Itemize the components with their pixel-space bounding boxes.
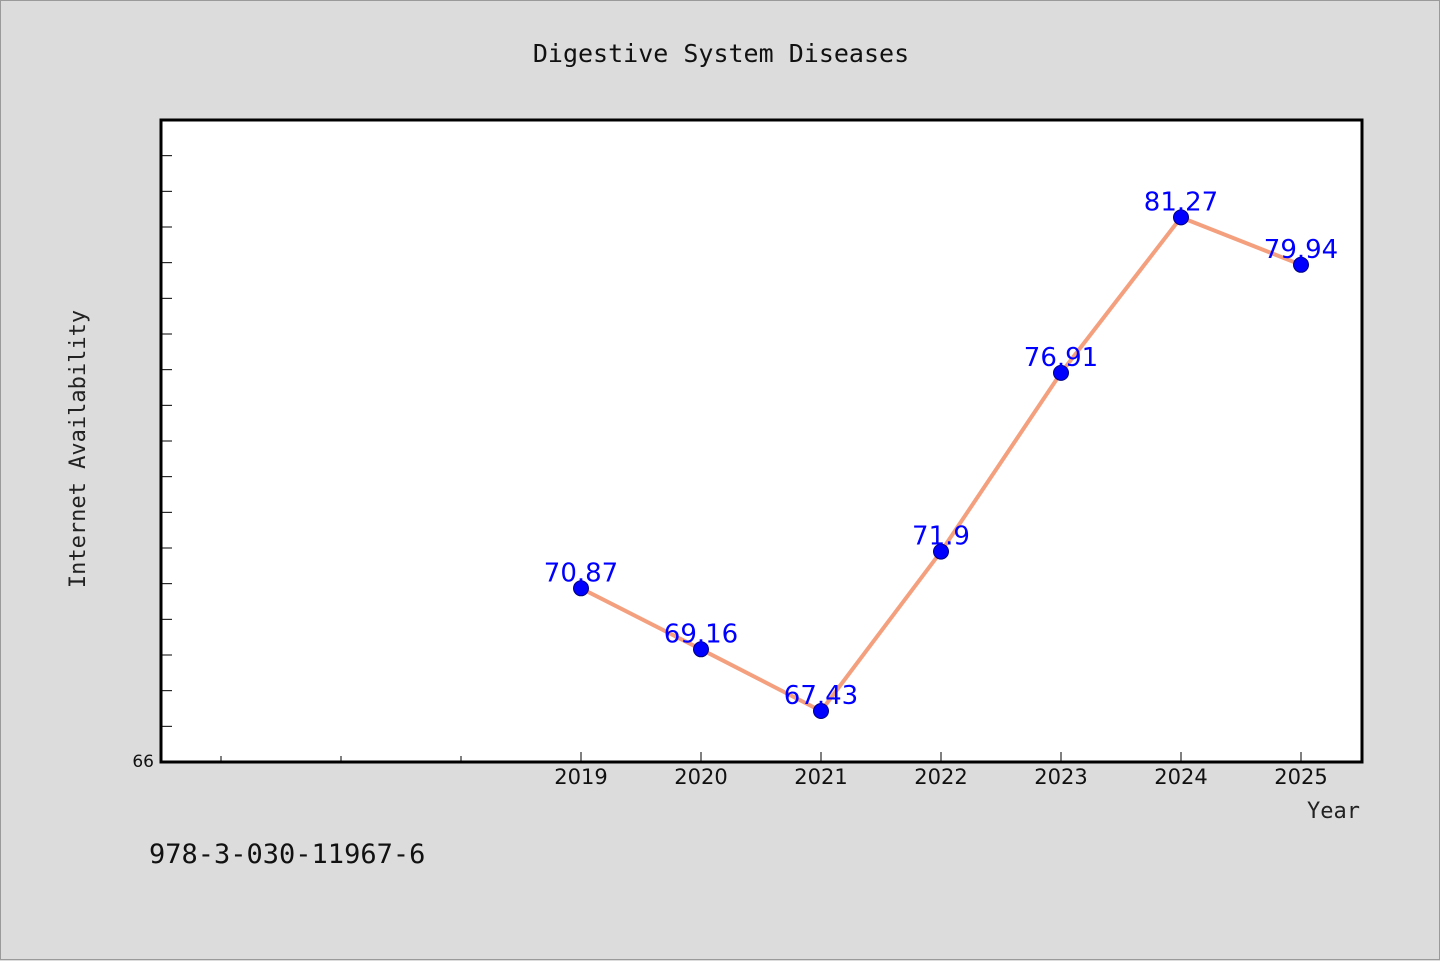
- data-label: 79.94: [1264, 235, 1338, 265]
- x-tick-label: 2021: [794, 765, 847, 789]
- x-axis-minor-ticks: [220, 756, 462, 762]
- data-point: [933, 543, 949, 560]
- data-points: [573, 209, 1309, 719]
- data-label: 70.87: [544, 558, 618, 588]
- x-tick-label: 2020: [674, 765, 727, 789]
- data-label: 69.16: [664, 619, 738, 649]
- x-tick-label: 2022: [914, 765, 967, 789]
- data-label: 67.43: [784, 681, 858, 711]
- x-tick-label: 2019: [554, 765, 607, 789]
- data-point: [1293, 256, 1309, 273]
- y-axis-ticks: [161, 155, 172, 727]
- x-tick-label: 2023: [1034, 765, 1087, 789]
- data-label: 71.9: [912, 522, 970, 552]
- plot-area: [159, 118, 1364, 764]
- x-axis-label: Year: [1307, 799, 1360, 824]
- x-axis-ticks: 2019 2020 2021 2022 2023 2024 2025: [554, 752, 1328, 789]
- y-tick-label: 66: [132, 752, 154, 772]
- chart-title: Digestive System Diseases: [533, 39, 909, 68]
- data-label: 81.27: [1144, 187, 1218, 217]
- y-axis-label: Internet Availability: [66, 310, 91, 588]
- data-point: [573, 580, 589, 597]
- data-point: [813, 702, 829, 719]
- data-point: [1173, 209, 1189, 226]
- data-label: 76.91: [1024, 343, 1098, 373]
- data-point: [1053, 364, 1069, 381]
- x-tick-label: 2024: [1154, 765, 1207, 789]
- isbn-footer: 978-3-030-11967-6: [149, 839, 425, 870]
- x-tick-label: 2025: [1274, 765, 1327, 789]
- data-point: [693, 641, 709, 658]
- data-labels: 70.87 69.16 67.43 71.9 76.91 81.27 79.94: [544, 187, 1338, 711]
